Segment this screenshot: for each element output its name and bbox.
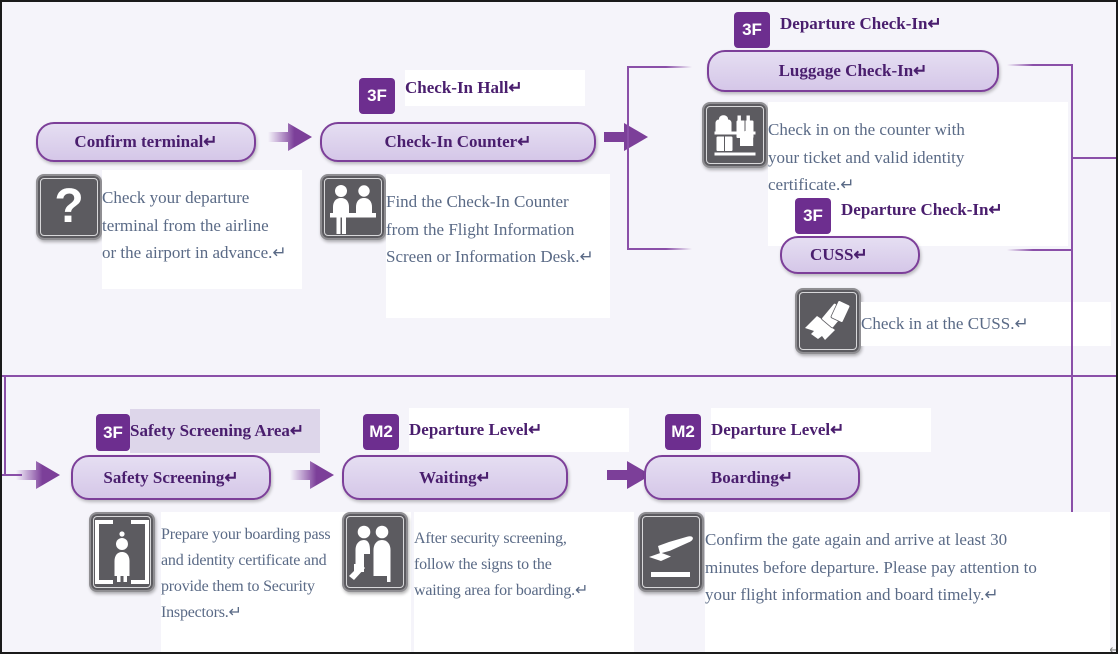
svg-text:?: ? [54, 180, 83, 233]
